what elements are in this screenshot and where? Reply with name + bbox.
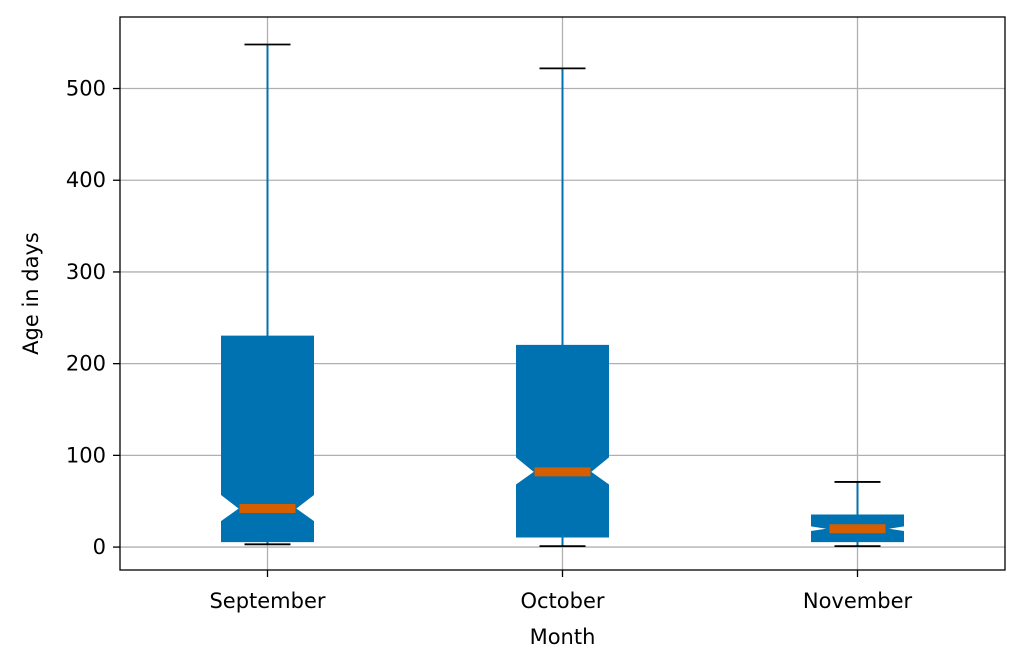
tick-layer: 0 100 200 300 400 500 September October November bbox=[66, 77, 913, 613]
x-tick-label: September bbox=[209, 589, 325, 613]
y-axis-label: Age in days bbox=[19, 232, 43, 355]
y-tick-label: 0 bbox=[93, 535, 106, 559]
box-september bbox=[221, 43, 314, 546]
y-tick-label: 500 bbox=[66, 77, 106, 101]
x-tick-label: October bbox=[520, 589, 604, 613]
box-body bbox=[516, 344, 609, 538]
y-tick-label: 400 bbox=[66, 168, 106, 192]
y-tick-label: 100 bbox=[66, 443, 106, 467]
box-body bbox=[221, 335, 314, 543]
box-layer bbox=[221, 43, 904, 548]
x-axis-label: Month bbox=[530, 625, 596, 649]
y-tick-label: 200 bbox=[66, 352, 106, 376]
box-november bbox=[811, 481, 904, 548]
y-tick-label: 300 bbox=[66, 260, 106, 284]
x-tick-label: November bbox=[803, 589, 913, 613]
box-october bbox=[516, 67, 609, 548]
